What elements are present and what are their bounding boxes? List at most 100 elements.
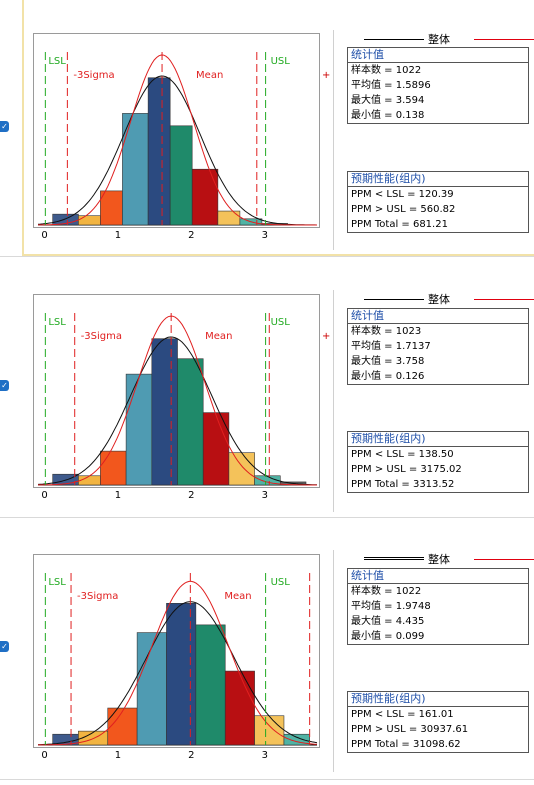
histogram-bar	[217, 210, 241, 226]
histogram-bar	[191, 168, 219, 226]
fit-curve-overall	[37, 336, 318, 486]
ppm-lsl: PPM < LSL = 138.50	[351, 449, 454, 460]
statistics-box: 统计值 样本数 = 1022 平均值 = 1.9748 最大值 = 4.435 …	[347, 568, 529, 645]
x-tick-label: 2	[188, 230, 195, 241]
stat-min: 最小值 = 0.126	[351, 371, 425, 382]
histogram-bar	[195, 624, 226, 746]
usl-label: USL	[271, 577, 291, 588]
separator	[0, 779, 534, 780]
checkbox-icon[interactable]: ✓	[0, 641, 9, 652]
legend-line-within	[474, 559, 534, 560]
legend: 整体	[334, 31, 534, 47]
divider	[333, 550, 334, 772]
legend-line-within	[474, 39, 534, 40]
ppm-title: 预期性能(组内)	[348, 172, 528, 187]
mean-label: Mean	[196, 70, 223, 81]
lsl-label: LSL	[48, 317, 66, 328]
divider	[333, 290, 334, 512]
histogram-bar	[254, 715, 285, 746]
x-tick-label: 0	[41, 750, 48, 761]
x-tick-label: 1	[114, 490, 122, 501]
stat-max: 最大值 = 3.594	[351, 95, 425, 106]
histogram-bar	[224, 670, 255, 746]
histogram-bar	[78, 215, 101, 226]
sigma-label: -3Sigma	[73, 70, 114, 81]
mean-label: Mean	[224, 591, 251, 602]
legend-line-overall	[364, 559, 424, 560]
ppm-box: 预期性能(组内) PPM < LSL = 120.39 PPM > USL = …	[347, 171, 529, 233]
selection-border-bottom	[22, 254, 534, 256]
mean-label: Mean	[205, 331, 232, 342]
histogram-chart: LSL USL -3Sigma Mean	[33, 33, 320, 228]
statistics-title: 统计值	[348, 309, 528, 324]
legend-label: 整体	[428, 553, 450, 566]
histogram-bar	[147, 77, 171, 226]
separator	[0, 256, 534, 257]
histogram-chart: LSL USL -3Sigma Mean	[33, 554, 320, 748]
ppm-usl: PPM > USL = 560.82	[351, 204, 456, 215]
ppm-title: 预期性能(组内)	[348, 432, 528, 447]
chart-plot: LSL USL -3Sigma Mean	[37, 52, 318, 226]
legend: 整体	[334, 291, 534, 307]
legend-line-overall	[364, 39, 424, 40]
fit-curve-within	[38, 580, 318, 746]
fit-curve-within	[38, 54, 317, 226]
x-tick-label: 3	[261, 750, 268, 761]
ppm-total: PPM Total = 31098.62	[351, 739, 461, 750]
legend-line-within	[474, 299, 534, 300]
statistics-box: 统计值 样本数 = 1023 平均值 = 1.7137 最大值 = 3.758 …	[347, 308, 529, 385]
histogram-bar	[136, 632, 167, 746]
sigma-label: -3Sigma	[77, 591, 118, 602]
usl-label: USL	[271, 56, 291, 67]
statistics-title: 统计值	[348, 569, 528, 584]
ppm-usl: PPM > USL = 30937.61	[351, 724, 469, 735]
x-tick-label: 1	[114, 750, 122, 761]
x-tick-label: 0	[41, 490, 48, 501]
fit-curve-within	[38, 315, 317, 486]
statistics-box: 统计值 样本数 = 1022 平均值 = 1.5896 最大值 = 3.594 …	[347, 47, 529, 124]
sigma-label: -3Sigma	[81, 331, 122, 342]
histogram-chart: LSL USL -3Sigma Mean	[33, 294, 320, 488]
stat-mean: 平均值 = 1.7137	[351, 341, 431, 352]
stat-sample-count: 样本数 = 1023	[351, 326, 422, 337]
legend-label: 整体	[428, 33, 450, 46]
stat-min: 最小值 = 0.138	[351, 110, 425, 121]
histogram-bar	[228, 452, 255, 486]
ppm-title: 预期性能(组内)	[348, 692, 528, 707]
ppm-lsl: PPM < LSL = 120.39	[351, 189, 454, 200]
stat-min: 最小值 = 0.099	[351, 631, 425, 642]
ppm-box: 预期性能(组内) PPM < LSL = 138.50 PPM > USL = …	[347, 431, 529, 493]
histogram-bar	[125, 373, 153, 486]
histogram-bar	[107, 707, 138, 746]
histogram-bar	[100, 450, 127, 486]
legend: 整体	[334, 551, 534, 567]
stat-sample-count: 样本数 = 1022	[351, 586, 422, 597]
legend-line-overall	[364, 557, 424, 558]
histogram-bar	[169, 125, 193, 226]
histogram-bar	[166, 603, 197, 746]
histogram-bar	[254, 475, 281, 486]
usl-label: USL	[271, 317, 291, 328]
ppm-lsl: PPM < LSL = 161.01	[351, 709, 454, 720]
checkbox-icon[interactable]: ✓	[0, 121, 9, 132]
x-tick-label: 2	[188, 490, 195, 501]
histogram-bar	[202, 412, 230, 486]
chart-plot: LSL USL -3Sigma Mean	[37, 313, 318, 486]
lsl-label: LSL	[48, 577, 66, 588]
stat-max: 最大值 = 4.435	[351, 616, 425, 627]
histogram-bar	[151, 338, 178, 486]
histogram-bar	[122, 113, 149, 226]
x-tick-label: 3	[261, 230, 268, 241]
x-tick-label: 3	[261, 490, 268, 501]
x-tick-label: 2	[188, 750, 195, 761]
chart-plot: LSL USL -3Sigma Mean	[38, 573, 318, 746]
x-tick-label: 1	[114, 230, 122, 241]
stat-sample-count: 样本数 = 1022	[351, 65, 422, 76]
checkbox-icon[interactable]: ✓	[0, 380, 9, 391]
lsl-label: LSL	[48, 56, 66, 67]
ppm-usl: PPM > USL = 3175.02	[351, 464, 462, 475]
stat-mean: 平均值 = 1.9748	[351, 601, 431, 612]
fit-curve-overall	[38, 601, 318, 746]
plus-marker: +	[322, 70, 331, 81]
histogram-bar	[177, 358, 204, 486]
